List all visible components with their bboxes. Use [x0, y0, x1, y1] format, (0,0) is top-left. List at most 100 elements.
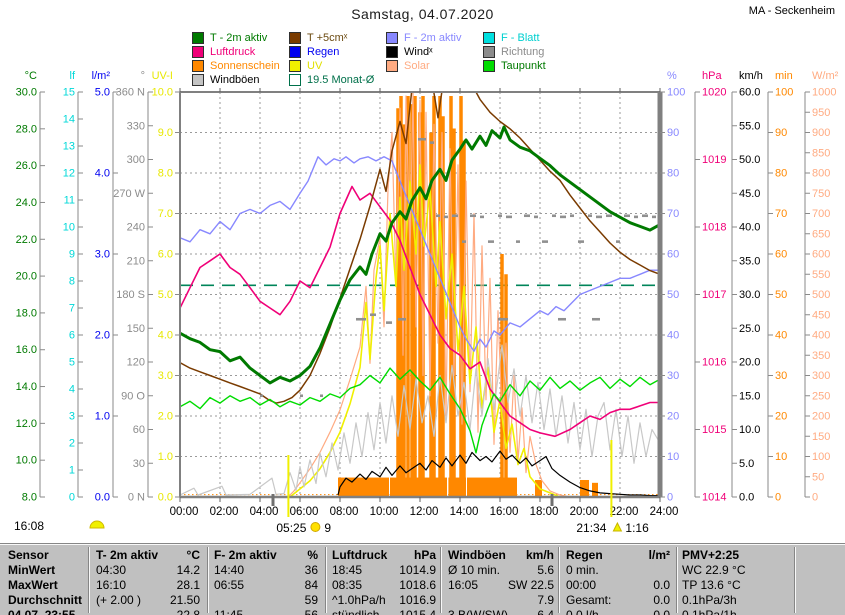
legend-label: Luftdruck — [210, 46, 256, 58]
tick-label: 150 — [127, 323, 145, 335]
table-column-divider — [88, 547, 90, 613]
tick-label: 9 — [69, 249, 75, 261]
legend-label: F - 2m aktiv — [404, 32, 462, 44]
summary-table: Sensor MinWert MaxWert Durchschnitt 04.07. 2… — [0, 545, 845, 615]
table-header-label: Windböen — [448, 548, 506, 562]
table-cell-value: 6.4 — [537, 608, 554, 615]
tick-label: 350 — [812, 350, 830, 362]
table-cell: ^1.0hPa/h 1016.9 — [332, 593, 436, 607]
table-cell-value: 0.0 — [653, 578, 670, 592]
tick-label: 6 — [69, 330, 75, 342]
series-t-2m-aktiv — [180, 125, 660, 385]
tick-label: 11 — [64, 195, 75, 207]
x-tick-label: 12:00 — [410, 506, 439, 518]
table-cell-label: 16:10 — [96, 578, 127, 592]
tick-label: 0.0 — [739, 492, 754, 504]
tick-label: 15.0 — [739, 390, 760, 402]
legend-swatch-icon — [483, 32, 495, 44]
tick-label: 1016 — [702, 357, 726, 369]
table-cell-value: 28.1 — [176, 578, 200, 592]
axis-unit-label: hPa — [702, 70, 722, 82]
axis-unit-label: °C — [25, 70, 37, 82]
table-cell-label: 08:35 — [332, 578, 363, 592]
table-cell: 3 B(W/SW) 6.4 — [448, 608, 554, 615]
legend-swatch-icon — [192, 60, 204, 72]
row-label-label: MinWert — [8, 563, 56, 577]
table-cell: 16:10 28.1 — [96, 578, 200, 592]
legend-swatch-icon — [289, 60, 301, 72]
table-cell: 16:05 SW 22.5 — [448, 578, 554, 592]
legend-label: T +5cmˣ — [307, 32, 348, 44]
legend-label: UV — [307, 60, 323, 72]
table-cell-label: 11:45 — [214, 608, 244, 615]
tick-label: 1014 — [702, 492, 726, 504]
tick-label: 8.0 — [158, 168, 173, 180]
legend-label: Regen — [307, 46, 340, 58]
table-header: Windböen km/h — [448, 548, 554, 562]
tick-label: 5.0 — [158, 289, 173, 301]
table-cell-value: 84 — [304, 578, 318, 592]
table-column-divider — [794, 547, 796, 613]
table-cell-value: 22.8 — [176, 608, 200, 615]
table-cell-label: TP 13.6 °C — [682, 578, 741, 592]
series-luftdruck — [180, 185, 660, 438]
tick-label: 2.0 — [158, 411, 173, 423]
tick-label: 45.0 — [739, 188, 760, 200]
sunrise-time: 05:25 — [276, 521, 306, 535]
table-column-divider — [676, 547, 678, 613]
sunset-extra-value: 1:16 — [625, 521, 649, 535]
axis-right-kmh: 60.0 55.0 50.0 45.0 40.0 35.0 30.0 25.0 20.0 15.0… — [731, 70, 763, 504]
legend-swatch-icon — [483, 60, 495, 72]
sunshine-strip — [338, 477, 389, 497]
table-cell-label: 3 B(W/SW) — [448, 608, 508, 615]
tick-label: 0 — [69, 492, 75, 504]
tick-label: 300 — [812, 370, 830, 382]
table-cell-value: 0.0 — [653, 608, 670, 615]
tick-label: 5.0 — [739, 458, 754, 470]
table-cell-label: (+ 2.00 ) — [96, 593, 142, 607]
table-cell: 18:45 1014.9 — [332, 563, 436, 577]
table-cell-value: 59 — [304, 593, 318, 607]
table-cell: 0.0 l/h 0.0 — [566, 608, 670, 615]
legend-label: Sonnenschein — [210, 60, 280, 72]
tick-label: 10.0 — [152, 87, 173, 99]
plot-series — [180, 92, 660, 497]
x-tick-label: 06:00 — [290, 506, 319, 518]
x-tick-label: 10:00 — [370, 506, 399, 518]
tick-label: 50.0 — [739, 154, 760, 166]
row-label: MinWert — [8, 563, 86, 577]
table-cell-label: 18:45 — [332, 563, 363, 577]
tick-label: 90 — [775, 127, 787, 139]
table-cell-value: 0.0 — [653, 593, 670, 607]
tick-label: 90 O — [121, 390, 145, 402]
table-cell-value: 1016.9 — [399, 593, 436, 607]
series-f-2m-aktiv — [180, 156, 660, 352]
tick-label: 70 — [667, 208, 679, 220]
table-column-divider — [440, 547, 442, 613]
tick-label: 60 — [133, 424, 145, 436]
tick-label: 14.0 — [16, 381, 37, 393]
legend-label: 19.5 Monat-Ø — [307, 74, 375, 86]
table-header-label: Luftdruck — [332, 548, 388, 562]
table-cell-value: 1015.4 — [399, 608, 436, 615]
tick-label: 80 — [775, 168, 787, 180]
legend-item-10: UV — [289, 59, 386, 73]
axis-unit-label: % — [667, 70, 677, 82]
tick-label: 18.0 — [16, 307, 37, 319]
tick-label: 50 — [775, 289, 787, 301]
tick-label: 5 — [69, 357, 75, 369]
tick-label: 60 — [667, 249, 679, 261]
legend: T - 2m aktiv T +5cmˣ F - 2m aktiv F - Blatt… — [192, 31, 593, 87]
table-cell-label: 06:55 — [214, 578, 245, 592]
tick-label: 550 — [812, 269, 830, 281]
table-cell-label: stündlich — [332, 608, 380, 615]
tick-label: 0.0 — [158, 492, 173, 504]
tick-label: 4.0 — [158, 330, 173, 342]
sun-disc — [310, 522, 321, 532]
table-cell: WC 22.9 °C — [682, 563, 792, 577]
table-header-label: T- 2m aktiv — [96, 548, 159, 562]
table-cell: Gesamt: 0.0 — [566, 593, 670, 607]
